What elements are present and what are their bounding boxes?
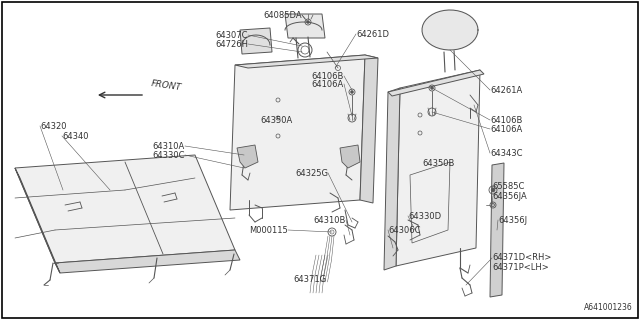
Text: 64085DA: 64085DA	[264, 11, 302, 20]
Text: 64340: 64340	[62, 132, 88, 140]
Polygon shape	[490, 163, 504, 297]
Text: FRONT: FRONT	[150, 79, 182, 92]
Text: 64356JA: 64356JA	[492, 191, 527, 201]
Text: 64106A: 64106A	[312, 79, 344, 89]
Circle shape	[431, 86, 433, 90]
Text: 64310A: 64310A	[153, 141, 185, 150]
Text: 64106B: 64106B	[490, 116, 522, 124]
Text: 64261D: 64261D	[356, 29, 389, 38]
Text: 64371P<LH>: 64371P<LH>	[492, 262, 548, 271]
Text: 64106A: 64106A	[490, 124, 522, 133]
Text: 64307C: 64307C	[216, 30, 248, 39]
Polygon shape	[55, 250, 240, 273]
Text: 64356J: 64356J	[498, 215, 527, 225]
Text: 65585C: 65585C	[492, 181, 524, 190]
Text: 64350B: 64350B	[422, 158, 454, 167]
Circle shape	[351, 91, 353, 93]
Polygon shape	[15, 168, 60, 273]
Polygon shape	[237, 145, 258, 168]
Text: 64261A: 64261A	[490, 85, 522, 94]
Polygon shape	[285, 14, 325, 38]
Text: 64330C: 64330C	[152, 150, 185, 159]
Circle shape	[491, 188, 495, 192]
Polygon shape	[396, 70, 480, 266]
Text: 64350A: 64350A	[260, 116, 292, 124]
Text: 64306C: 64306C	[388, 226, 420, 235]
Text: 64330D: 64330D	[408, 212, 441, 220]
Text: 64371D<RH>: 64371D<RH>	[492, 253, 552, 262]
Text: 64726H: 64726H	[215, 39, 248, 49]
Polygon shape	[230, 55, 365, 210]
Polygon shape	[422, 10, 478, 50]
Text: 64371G: 64371G	[293, 276, 326, 284]
Text: 64325G: 64325G	[295, 169, 328, 178]
Text: A641001236: A641001236	[584, 303, 633, 312]
Text: 64343C: 64343C	[490, 148, 522, 157]
Text: 64310B: 64310B	[314, 215, 346, 225]
Polygon shape	[388, 70, 484, 96]
Text: M000115: M000115	[249, 226, 288, 235]
Polygon shape	[240, 28, 272, 54]
Polygon shape	[384, 88, 400, 270]
Polygon shape	[340, 145, 360, 168]
Text: 64320: 64320	[40, 122, 67, 131]
Circle shape	[307, 20, 310, 23]
Polygon shape	[360, 55, 378, 203]
Text: 64106B: 64106B	[312, 71, 344, 81]
Polygon shape	[235, 55, 378, 68]
Polygon shape	[15, 155, 235, 263]
